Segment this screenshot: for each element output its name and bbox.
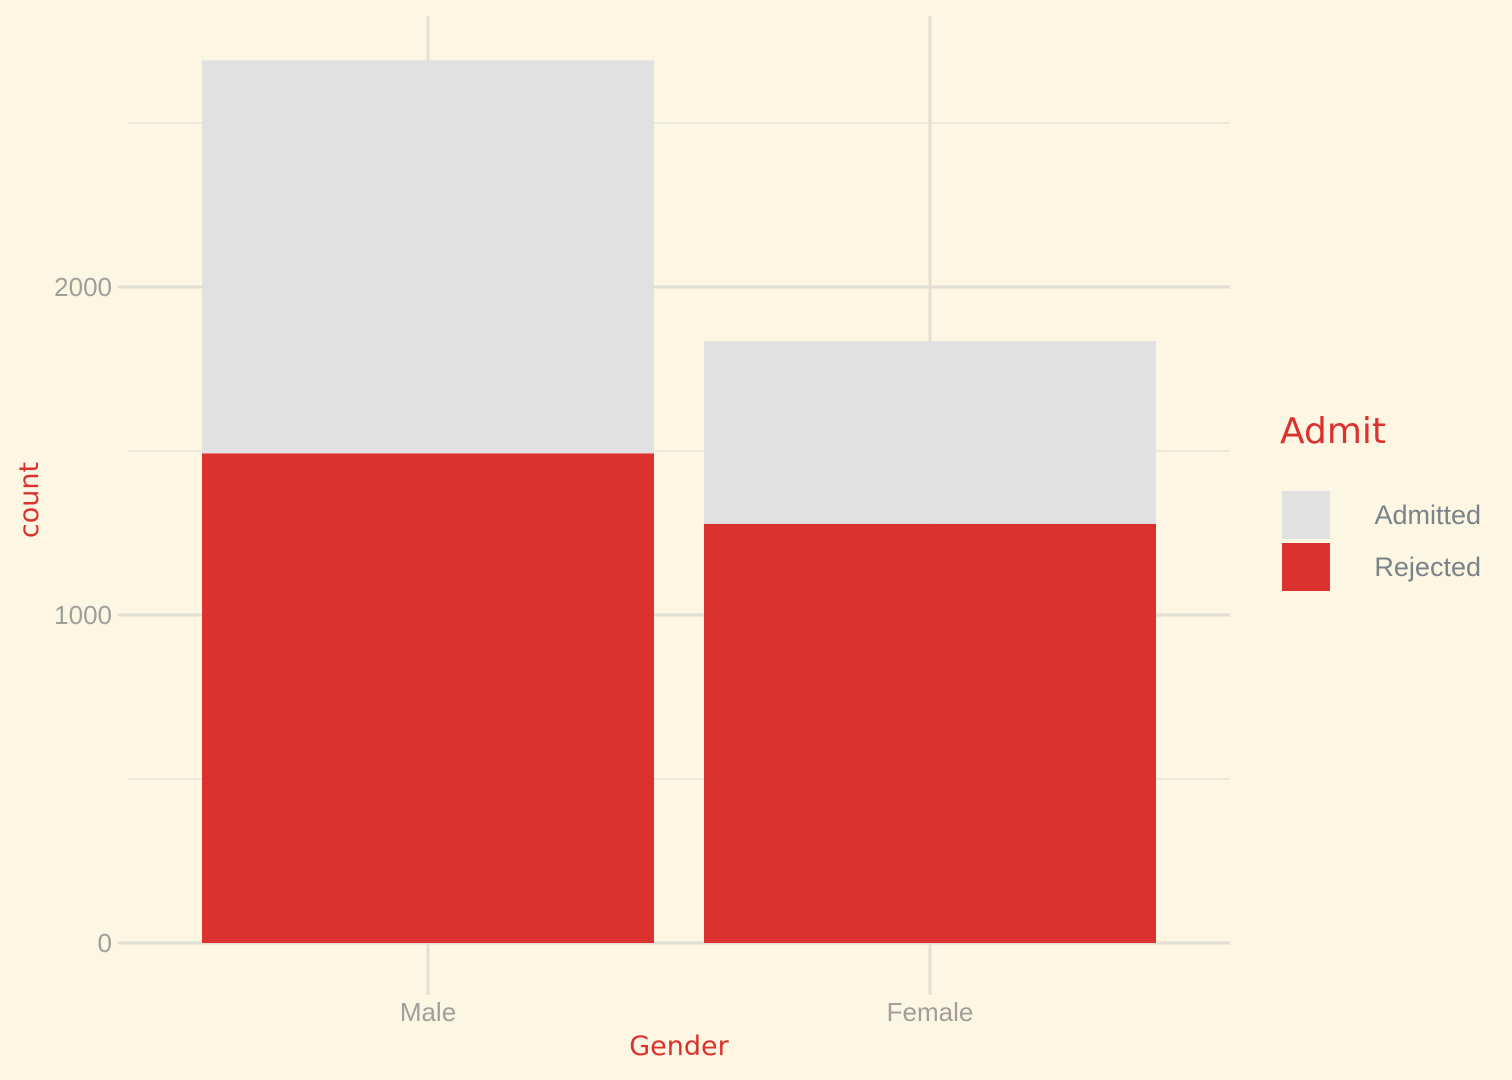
y-tick-label: 1000: [54, 600, 112, 630]
x-tick-label: Male: [400, 997, 456, 1027]
y-tick-label: 2000: [54, 272, 112, 302]
legend-swatch-admitted: [1282, 491, 1330, 539]
y-tick-label: 0: [98, 928, 112, 958]
y-tick-labels: 0 1000 2000: [54, 272, 112, 958]
bars: [202, 60, 1156, 943]
x-tick-label: Female: [887, 997, 974, 1027]
legend-title: Admit: [1280, 411, 1386, 452]
bar-rejected-male: [202, 453, 654, 943]
bar-admitted-male: [202, 60, 654, 454]
bar-admitted-female: [704, 341, 1156, 524]
legend: Admit Admitted Rejected: [1280, 411, 1481, 591]
legend-label-rejected: Rejected: [1374, 552, 1481, 582]
x-tick-labels: Male Female: [400, 997, 974, 1027]
x-axis-title: Gender: [629, 1031, 729, 1062]
legend-label-admitted: Admitted: [1374, 500, 1481, 530]
legend-swatch-rejected: [1282, 543, 1330, 591]
bar-rejected-female: [704, 523, 1156, 943]
y-axis-title: count: [14, 462, 45, 538]
legend-entries: Admitted Rejected: [1282, 491, 1481, 591]
